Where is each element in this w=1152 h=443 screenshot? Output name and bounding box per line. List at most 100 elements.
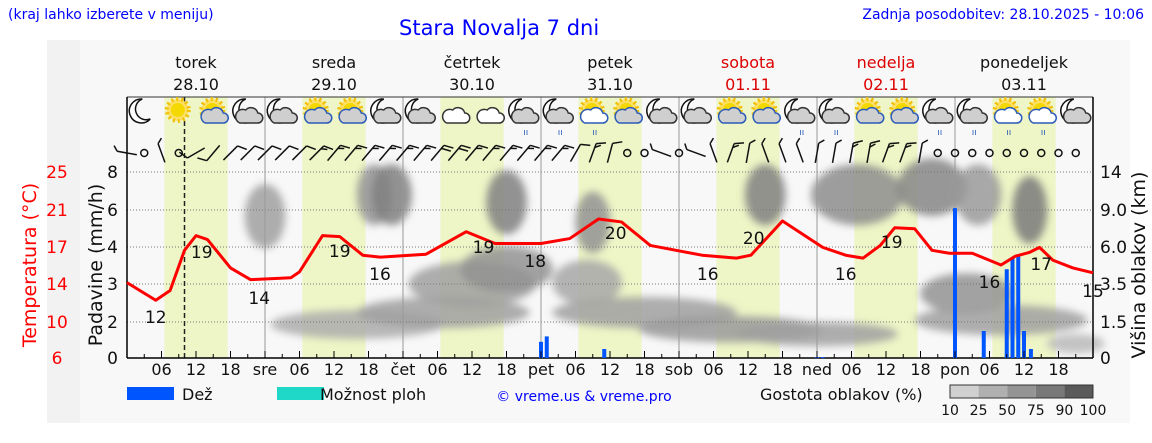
day-name: torek	[175, 53, 217, 72]
day-name: petek	[587, 53, 633, 72]
cloud-shape	[510, 106, 540, 124]
cloud-height-tick: 9.0	[1100, 201, 1127, 221]
calm-circle	[1037, 148, 1046, 158]
cloud-shape	[303, 106, 333, 124]
rain-drops: ıı	[1006, 128, 1011, 138]
temp-label: 15	[1082, 282, 1104, 302]
density-level-label: 100	[1080, 403, 1107, 419]
wind-barb-icon	[684, 143, 706, 158]
temp-tick: 6	[52, 349, 63, 369]
copyright-link[interactable]: © vreme.us & vreme.pro	[496, 389, 671, 405]
temp-axis-panel	[47, 40, 80, 423]
wind-barb-icon	[178, 147, 206, 159]
calm-circle	[950, 148, 960, 158]
wind-barb-icon	[430, 144, 454, 162]
x-tick-label: 12	[1014, 360, 1034, 379]
wind-barb-icon	[761, 137, 770, 163]
day-name: četrtek	[444, 53, 502, 72]
rain-bar	[539, 341, 543, 358]
barb-feather	[732, 144, 740, 149]
barb-feather	[389, 147, 397, 150]
cloud-shape	[269, 106, 298, 124]
barb-feather	[906, 142, 917, 145]
cloud-patch	[920, 273, 1013, 314]
barb-feather	[527, 147, 535, 150]
barb-feather	[323, 145, 334, 151]
x-tick-label: 18	[1048, 360, 1068, 379]
temp-label: 19	[191, 243, 213, 263]
cloud-shape	[648, 106, 678, 124]
x-tick-label: 06	[289, 360, 309, 379]
calm-circle	[174, 148, 183, 158]
barb-shaft	[222, 145, 239, 161]
hint-text[interactable]: (kraj lahko izberete v meniju)	[8, 7, 214, 23]
barb-shaft	[814, 143, 820, 163]
cloud-shape	[545, 106, 574, 124]
moon-cloud-icon	[370, 98, 402, 124]
barb-shaft	[745, 143, 751, 163]
wind-barb-icon	[240, 145, 265, 161]
wind-barb-icon	[649, 143, 672, 158]
cloud-patch	[371, 164, 412, 226]
cloud-shape	[683, 106, 712, 124]
barb-feather	[580, 143, 591, 147]
moon-icon	[128, 98, 151, 124]
wind-barb-icon	[606, 141, 623, 163]
temp-axis-label: Temperatura (°C)	[19, 183, 41, 348]
density-swatch	[1035, 385, 1065, 398]
temp-label: 16	[835, 265, 857, 285]
barb-feather	[372, 147, 379, 150]
barb-feather	[921, 139, 929, 144]
calm-wind-icon	[140, 148, 149, 158]
rain-bar	[1028, 349, 1033, 358]
calm-circle	[623, 148, 632, 158]
barb-feather	[870, 140, 881, 144]
barb-feather	[460, 144, 471, 149]
barb-feather	[564, 144, 575, 149]
cloud-shape	[959, 106, 988, 124]
barb-feather	[887, 144, 895, 149]
day-date: 03.11	[1001, 75, 1047, 94]
barb-feather	[529, 144, 540, 149]
barb-feather	[441, 147, 452, 152]
cloud-patch	[1012, 176, 1048, 244]
cloud-patch	[914, 305, 1088, 336]
cloud-shape	[338, 106, 367, 124]
cloud-height-tick: 14	[1100, 163, 1122, 183]
moon-rain-icon: ıı	[956, 98, 988, 138]
barb-shaft	[117, 150, 137, 156]
barb-feather	[424, 147, 431, 150]
barb-feather	[306, 145, 317, 151]
density-level-label: 50	[998, 403, 1016, 419]
rain-bar	[1016, 254, 1021, 358]
barb-feather	[391, 144, 402, 149]
x-tick-label: 12	[324, 360, 344, 379]
calm-wind-icon	[1002, 148, 1011, 158]
x-tick-label: 18	[496, 360, 516, 379]
barb-shaft	[918, 143, 923, 163]
cloud-height-tick: 6.0	[1100, 238, 1127, 258]
cloud-patch	[897, 158, 967, 216]
wind-barb-icon	[516, 144, 540, 162]
cloud-shape	[407, 106, 436, 124]
precip-tick: 3	[107, 275, 118, 295]
calm-circle	[1071, 148, 1080, 158]
barb-feather	[374, 144, 385, 149]
cloud-patch	[1046, 334, 1105, 354]
rain-bar	[981, 331, 986, 358]
cloud-shape	[614, 106, 643, 124]
density-level-label: 75	[1027, 403, 1045, 419]
wind-barb-icon	[795, 137, 804, 163]
wind-barb-icon	[881, 142, 900, 163]
x-tick-label: 12	[600, 360, 620, 379]
cloud-patch	[356, 297, 530, 328]
calm-wind-icon	[640, 148, 649, 158]
barb-feather	[761, 137, 766, 144]
barb-feather	[905, 144, 912, 149]
cloud-height-tick: 1.5	[1100, 313, 1127, 333]
moon-rain-icon: ıı	[818, 98, 850, 138]
wind-barb-icon	[709, 137, 718, 163]
rain-bar	[602, 349, 607, 358]
x-day-label: čet	[391, 360, 416, 379]
barb-feather	[340, 144, 351, 149]
